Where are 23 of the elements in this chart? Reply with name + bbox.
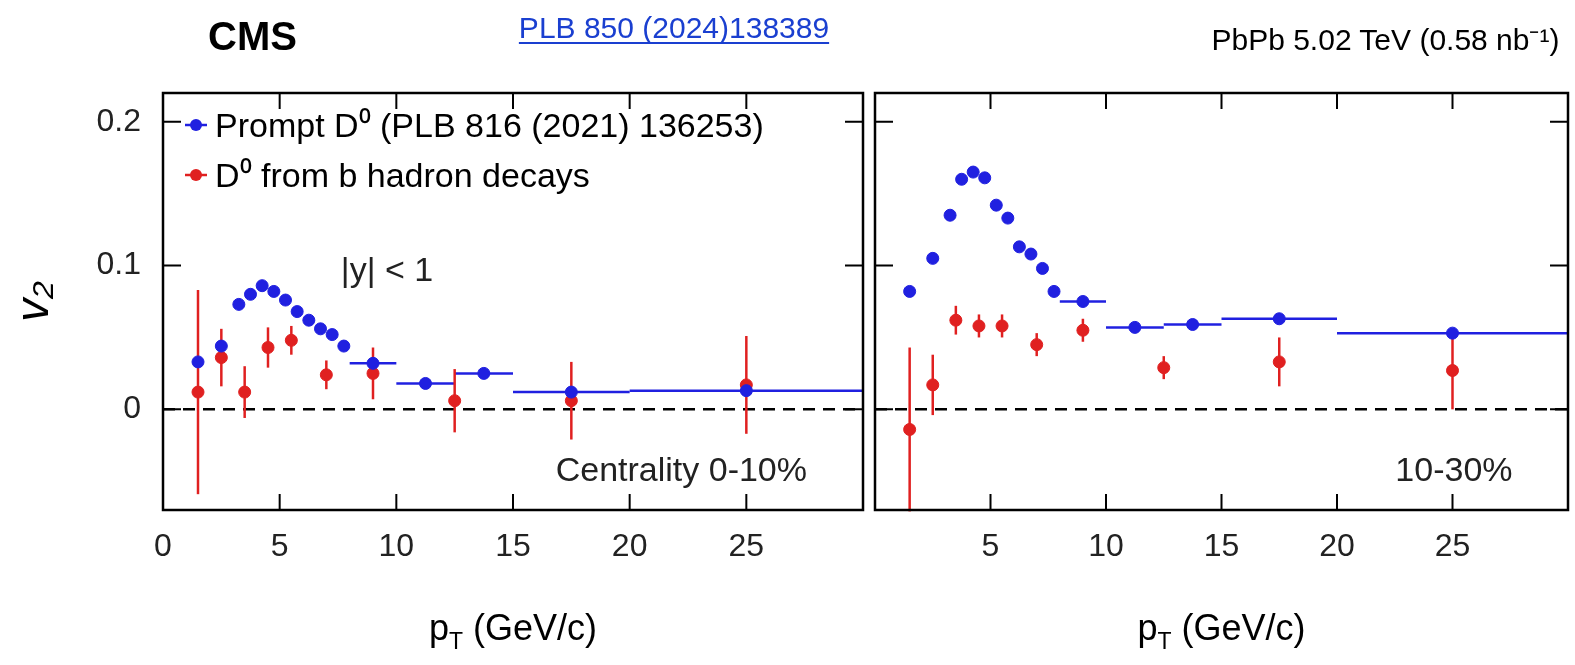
legend-label: Prompt D⁰ (PLB 816 (2021) 136253) [215, 106, 764, 144]
y-tick-label: 0.1 [96, 245, 141, 282]
y-tick-label: 0.2 [96, 101, 141, 138]
chart-title: CMS [208, 14, 297, 58]
annotation: Centrality 0-10% [555, 449, 808, 488]
legend-label: D⁰ from b hadron decays [215, 156, 590, 194]
x-tick-label: 5 [981, 527, 1000, 564]
x-tick-label: 0 [154, 527, 172, 564]
x-tick-label: 25 [728, 527, 765, 564]
x-tick-label: 15 [495, 527, 531, 564]
x-tick-label: 20 [1319, 527, 1355, 564]
x-tick-label: 10 [1088, 527, 1124, 564]
x-tick-label: 10 [378, 527, 415, 564]
chart-title: PbPb 5.02 TeV (0.58 nb⁻¹) [1211, 23, 1560, 56]
y-axis-title: v₂ [6, 280, 58, 322]
y-tick-label: 0 [123, 389, 141, 426]
x-tick-label: 20 [611, 527, 648, 564]
annotation: 10-30% [1395, 449, 1513, 488]
x-tick-label: 15 [1203, 527, 1240, 564]
text: PLB 850 (2024)138389 [518, 11, 830, 44]
annotation: |y| < 1 [340, 249, 434, 288]
x-tick-label: 5 [270, 527, 289, 564]
x-tick-label: 25 [1434, 527, 1471, 564]
